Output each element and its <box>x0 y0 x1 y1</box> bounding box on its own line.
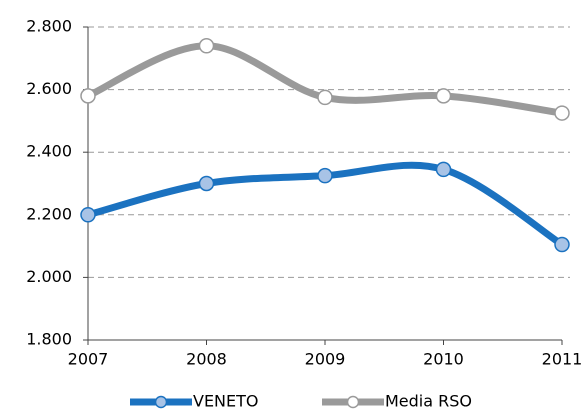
y-tick-label: 2.400 <box>26 142 72 161</box>
x-tick-label: 2010 <box>423 350 464 369</box>
marker <box>435 161 452 178</box>
marker <box>317 89 333 106</box>
y-tick-label: 1.800 <box>26 330 72 349</box>
marker <box>80 207 96 223</box>
y-tick-label: 2.800 <box>26 17 72 36</box>
x-tick-label: 2007 <box>68 350 109 369</box>
legend-label: VENETO <box>193 392 259 411</box>
marker <box>198 38 215 54</box>
legend-marker <box>346 395 360 409</box>
y-tick-label: 2.600 <box>26 79 72 98</box>
marker <box>317 167 333 184</box>
y-tick-label: 2.200 <box>26 204 72 223</box>
x-tick-label: 2011 <box>542 350 583 369</box>
y-tick-label: 2.000 <box>26 267 72 286</box>
legend-marker <box>154 395 168 409</box>
legend-label: Media RSO <box>385 392 472 411</box>
x-tick-label: 2008 <box>186 350 227 369</box>
x-tick-label: 2009 <box>305 350 346 369</box>
marker <box>80 88 96 104</box>
marker <box>435 88 452 104</box>
marker <box>554 236 570 253</box>
marker <box>554 105 570 121</box>
marker <box>198 175 215 192</box>
